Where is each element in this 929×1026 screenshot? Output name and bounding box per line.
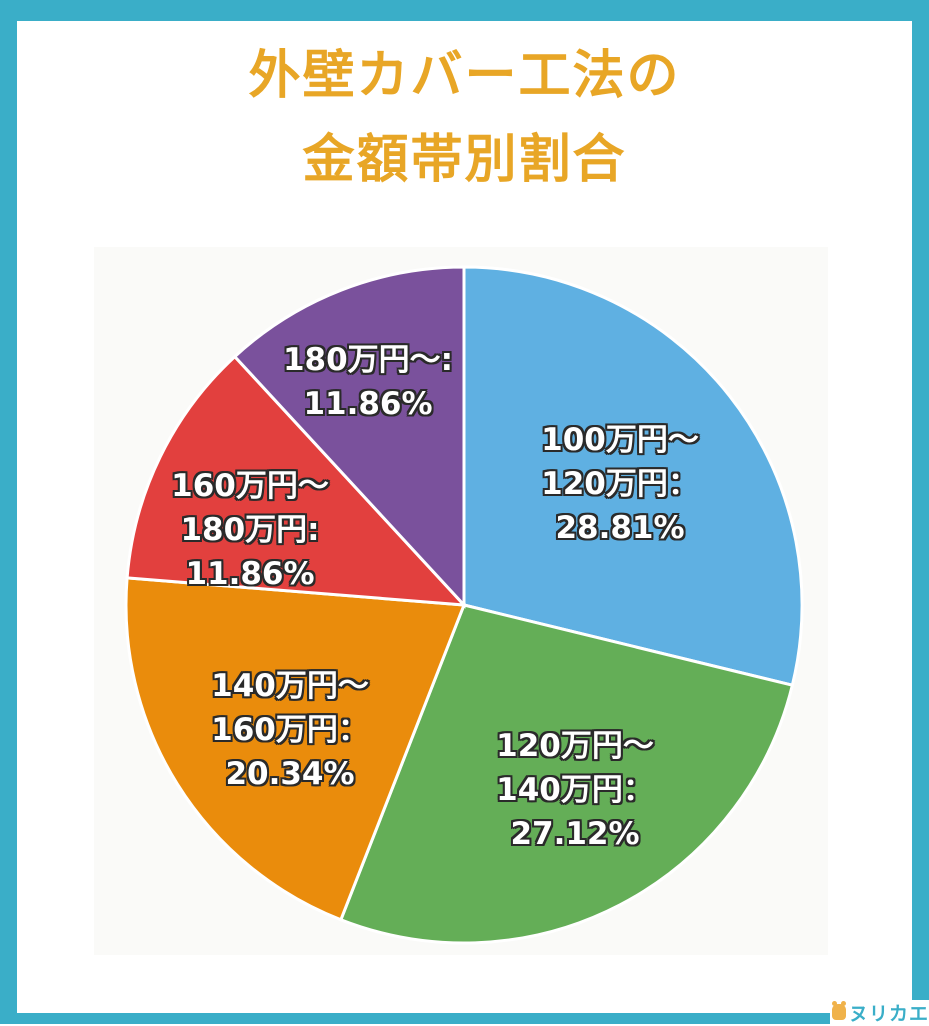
slice-label-range-end: 160万円： (211, 712, 369, 748)
slice-label-percent: 27.12% (510, 816, 640, 852)
chart-title-line2: 金額帯別割合 (302, 130, 627, 190)
chart-title-line1: 外壁カバー工法の (248, 46, 681, 106)
slice-label-percent: 11.86% (185, 556, 315, 592)
slice-label-160-180: 160万円〜 180万円: 11.86% (150, 464, 350, 596)
brand-logo: ヌリカエ (832, 1000, 929, 1025)
pie-slice-0 (462, 265, 804, 688)
brand-logo-text: ヌリカエ (849, 1002, 929, 1025)
slice-label-range-end: 120万円： (541, 466, 699, 502)
slice-label-range-start: 120万円〜 (496, 728, 654, 764)
slice-label-range-start: 180万円〜: (282, 342, 454, 378)
slice-label-range-end: 180万円: (180, 512, 320, 548)
frame-right-bar (912, 0, 929, 1000)
slice-label-range-start: 140万円〜 (211, 668, 369, 704)
frame-left-bar (0, 0, 17, 1013)
slice-label-percent: 11.86% (303, 386, 433, 422)
pie-slice-1 (338, 603, 795, 945)
slice-label-range-end: 140万円： (496, 772, 654, 808)
slice-label-180-plus: 180万円〜: 11.86% (268, 338, 468, 426)
pie-slice-3 (125, 354, 468, 607)
slice-label-range-start: 160万円〜 (171, 468, 329, 504)
slice-label-140-160: 140万円〜 160万円： 20.34% (190, 664, 390, 796)
pie-slice-4 (232, 265, 466, 609)
slice-label-120-140: 120万円〜 140万円： 27.12% (475, 724, 675, 856)
slice-label-100-120: 100万円〜 120万円： 28.81% (520, 418, 720, 550)
slice-label-percent: 20.34% (225, 756, 355, 792)
slice-label-percent: 28.81% (555, 510, 685, 546)
frame-top-bar (0, 0, 929, 21)
frog-mascot-icon (832, 1001, 846, 1020)
pie-slice-2 (124, 576, 467, 922)
frame-bottom-bar (0, 1013, 830, 1024)
slice-label-range-start: 100万円〜 (541, 422, 699, 458)
